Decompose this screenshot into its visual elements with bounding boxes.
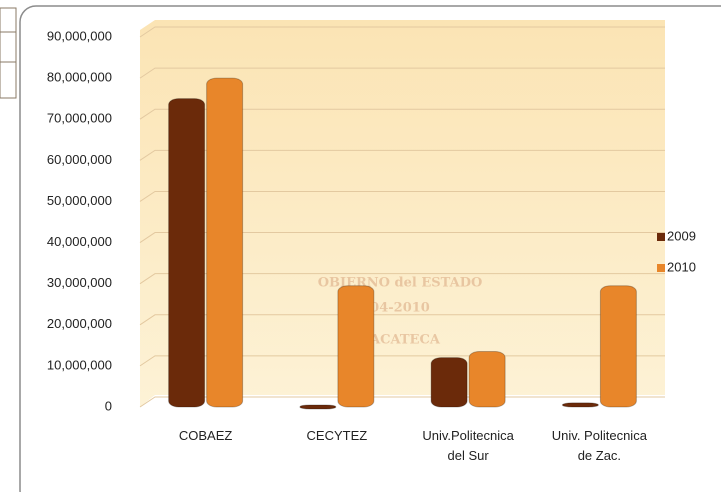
bar	[206, 77, 244, 408]
legend-swatch	[657, 264, 665, 272]
grid-line	[139, 232, 665, 243]
y-tick-label: 40,000,000	[47, 234, 112, 249]
y-tick-label: 30,000,000	[47, 275, 112, 290]
grid-line	[139, 108, 665, 120]
grid-line	[139, 273, 665, 285]
grid-line	[139, 149, 665, 161]
grid-line	[139, 314, 665, 326]
x-tick-label: CECYTEZ	[306, 428, 368, 443]
bar	[561, 402, 599, 408]
y-tick-label: 50,000,000	[47, 193, 112, 208]
y-tick-label: 0	[105, 398, 112, 413]
y-tick-label: 90,000,000	[47, 28, 112, 43]
bar	[599, 285, 637, 408]
plot-background	[140, 20, 665, 407]
bar	[337, 285, 375, 408]
x-tick-label: Univ. Politecnica de Zac.	[551, 428, 647, 463]
watermark-text: ACATECA	[369, 333, 441, 348]
y-tick-label: 10,000,000	[47, 357, 112, 372]
grid-line	[139, 190, 665, 202]
x-tick-label: Univ.Politecnica del Sur	[422, 428, 514, 463]
y-tick-label: 80,000,000	[47, 70, 112, 85]
watermark-text: 04-2010	[370, 301, 430, 316]
y-tick-label: 20,000,000	[47, 316, 112, 331]
x-tick-label: COBAEZ	[178, 428, 233, 443]
legend-label: 2010	[667, 259, 696, 274]
bar	[468, 351, 506, 408]
grid-line	[139, 67, 665, 79]
table-fragment	[0, 7, 17, 99]
legend-label: 2009	[667, 228, 696, 243]
bar	[430, 357, 468, 408]
bar	[299, 404, 337, 410]
bar	[168, 98, 206, 408]
y-tick-label: 60,000,000	[47, 152, 112, 167]
y-tick-label: 70,000,000	[47, 111, 112, 126]
legend-swatch	[657, 233, 665, 241]
grid-line	[139, 26, 665, 38]
